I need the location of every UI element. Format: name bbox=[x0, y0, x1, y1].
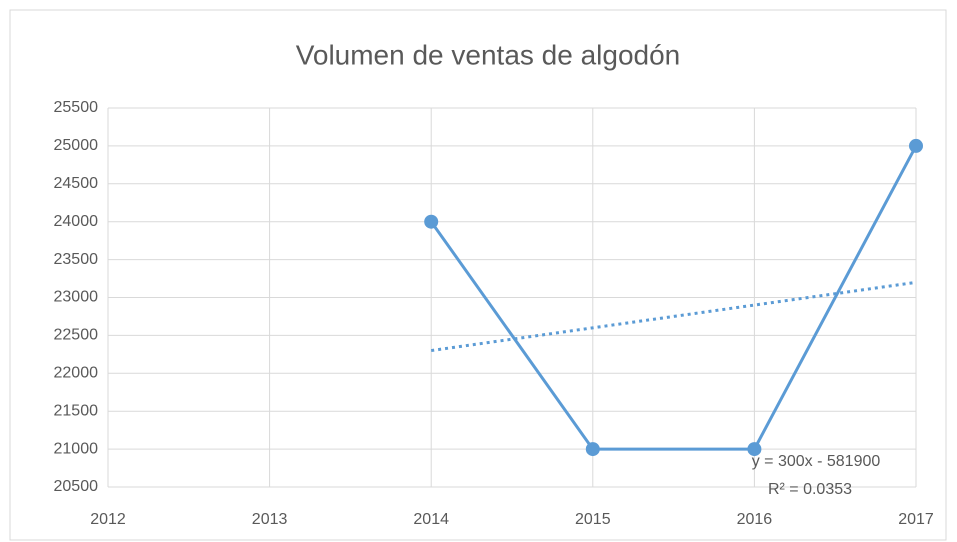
x-tick-label: 2012 bbox=[90, 511, 126, 528]
x-tick-label: 2014 bbox=[413, 511, 449, 528]
y-tick-label: 23500 bbox=[54, 251, 99, 268]
y-tick-label: 20500 bbox=[54, 478, 99, 495]
data-point bbox=[424, 214, 439, 229]
y-tick-label: 22000 bbox=[54, 365, 99, 382]
y-tick-label: 23000 bbox=[54, 289, 99, 306]
x-tick-label: 2017 bbox=[898, 511, 934, 528]
x-tick-label: 2015 bbox=[575, 511, 611, 528]
data-point bbox=[909, 138, 923, 153]
data-point bbox=[747, 442, 762, 457]
trendline bbox=[430, 280, 917, 353]
trendline-equation: y = 300x - 581900 bbox=[752, 453, 881, 470]
chart-title: Volumen de ventas de algodón bbox=[296, 39, 681, 70]
y-tick-label: 25000 bbox=[54, 137, 99, 154]
y-tick-label: 21500 bbox=[54, 402, 99, 419]
x-tick-label: 2013 bbox=[252, 511, 288, 528]
y-tick-label: 24000 bbox=[54, 213, 99, 230]
x-tick-label: 2016 bbox=[737, 511, 773, 528]
chart-border bbox=[9, 9, 947, 541]
y-tick-label: 24500 bbox=[54, 175, 99, 192]
data-point bbox=[585, 442, 600, 457]
y-tick-label: 25500 bbox=[54, 99, 99, 116]
trendline-r2: R² = 0.0353 bbox=[768, 481, 852, 498]
series-line bbox=[429, 145, 918, 451]
y-tick-label: 21000 bbox=[54, 440, 99, 457]
y-tick-label: 22500 bbox=[54, 327, 99, 344]
